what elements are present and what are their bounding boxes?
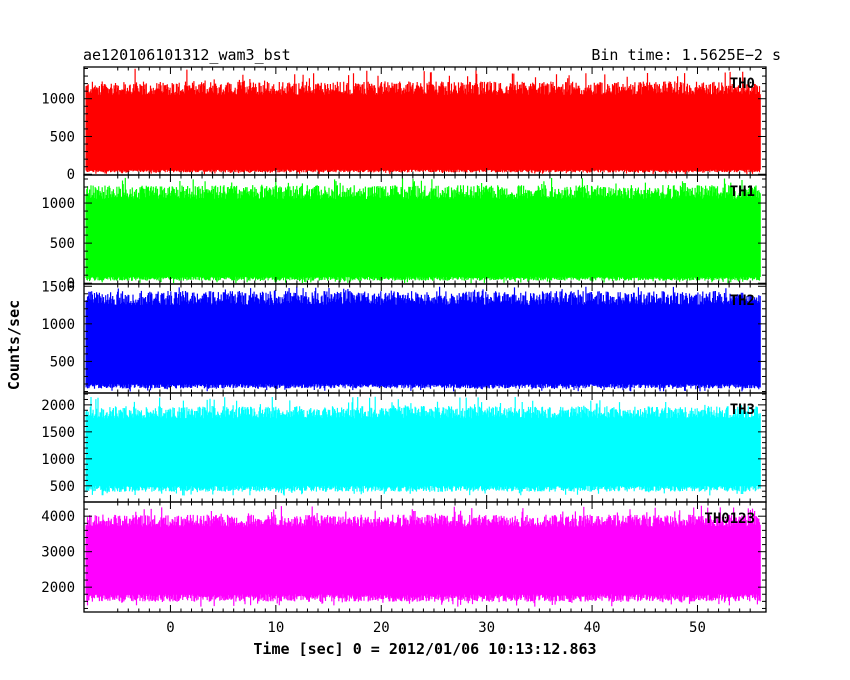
y-axis-label: Counts/sec — [5, 300, 23, 390]
y-tick-label: 1000 — [41, 196, 75, 212]
y-tick-label: 1000 — [41, 317, 75, 333]
y-tick-label: 500 — [50, 479, 75, 495]
x-tick-label: 0 — [166, 620, 174, 636]
y-tick-label: 4000 — [41, 509, 75, 525]
y-tick-label: 500 — [50, 236, 75, 252]
y-tick-label: 1500 — [41, 279, 75, 295]
panel-th2: 500 1000 1500 TH2 — [41, 279, 767, 394]
panel-label-th1: TH1 — [730, 184, 755, 200]
panel-th3: 500 1000 1500 2000 TH3 — [41, 392, 767, 503]
panel-th1: 0 500 1000 TH1 — [41, 174, 767, 292]
x-tick-label: 10 — [267, 620, 284, 636]
y-tick-label: 500 — [50, 354, 75, 370]
y-tick-label: 2000 — [41, 580, 75, 596]
x-tick-label: 40 — [584, 620, 601, 636]
y-tick-label: 2000 — [41, 398, 75, 414]
panel-label-th3: TH3 — [730, 402, 755, 418]
x-axis: 0 10 20 30 40 50 — [166, 620, 706, 636]
panel-label-th0123: TH0123 — [704, 511, 755, 527]
x-axis-label: Time [sec] 0 = 2012/01/06 10:13:12.863 — [253, 640, 596, 658]
y-tick-label: 1500 — [41, 425, 75, 441]
series-th0 — [85, 68, 761, 175]
y-tick-label: 0 — [67, 276, 75, 292]
y-tick-label: 1000 — [41, 452, 75, 468]
panel-frame — [83, 501, 767, 613]
y-tick-label: 1000 — [41, 92, 75, 108]
y-tick-label: 3000 — [41, 545, 75, 561]
panel-th0: 0 500 1000 TH0 — [41, 66, 767, 183]
x-tick-label: 30 — [478, 620, 495, 636]
series-th1 — [85, 177, 761, 284]
x-tick-label: 20 — [373, 620, 390, 636]
panel-label-th0: TH0 — [730, 76, 755, 92]
panel-th0123: 2000 3000 4000 TH0123 — [41, 501, 767, 613]
panels-group: 0 500 1000 TH0 0 500 1000 TH1 500 1000 1500 TH2 500 1… — [41, 66, 767, 613]
series-th2 — [85, 286, 761, 392]
bin-time-label: Bin time: 1.5625E−2 s — [591, 46, 781, 64]
series-th0123 — [85, 505, 761, 607]
y-tick-label: 0 — [67, 167, 75, 183]
chart-title: ae120106101312_wam3_bst — [83, 46, 291, 64]
x-tick-label: 50 — [689, 620, 706, 636]
y-tick-label: 500 — [50, 129, 75, 145]
panel-label-th2: TH2 — [730, 293, 755, 309]
series-th3 — [85, 396, 761, 496]
